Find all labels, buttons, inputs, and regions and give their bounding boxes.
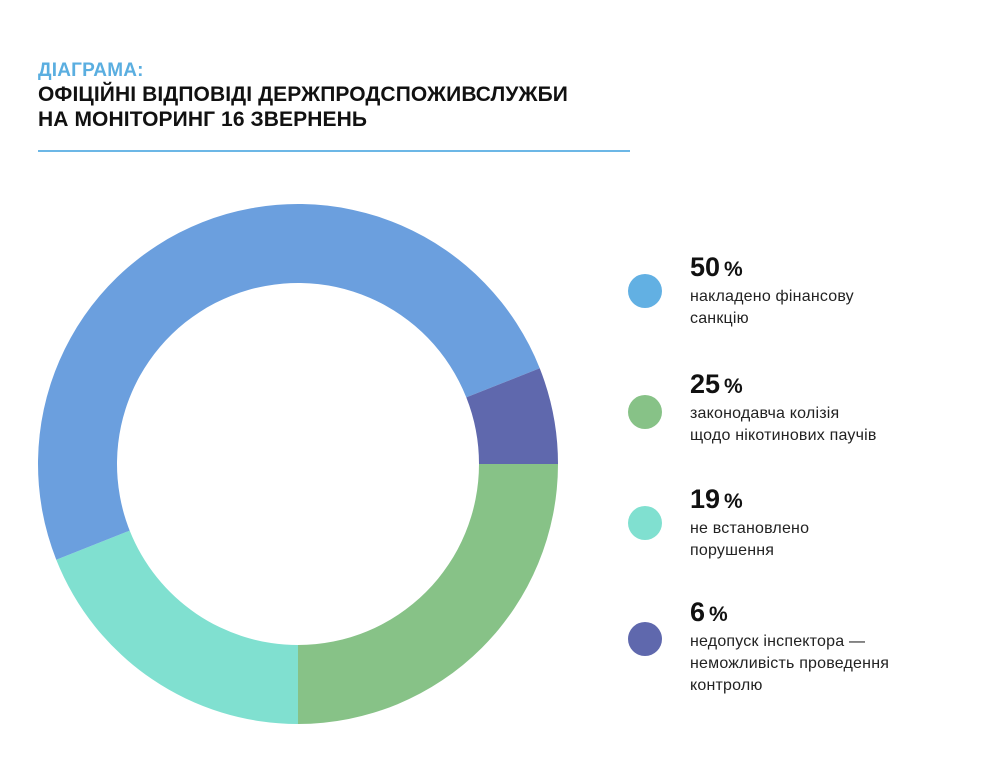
legend-label-line-2: санкцію — [690, 310, 749, 327]
header-divider — [38, 150, 630, 152]
donut-slice-2 — [298, 464, 558, 724]
legend-swatch — [628, 395, 662, 429]
chart-header: ДІАГРАМА: ОФІЦІЙНІ ВІДПОВІДІ ДЕРЖПРОДСПО… — [38, 60, 630, 132]
legend-value: 19% — [690, 484, 980, 517]
legend-value-percent-sign: % — [709, 603, 728, 626]
legend-label-line-2: щодо нікотинових паучів — [690, 427, 877, 444]
legend-value-number: 6 — [690, 597, 706, 627]
legend-value: 25% — [690, 369, 980, 402]
chart-kicker: ДІАГРАМА: — [38, 60, 144, 81]
legend-label-line-1: не встановлено — [690, 520, 810, 537]
donut-slice-4 — [466, 368, 558, 464]
legend-swatch — [628, 506, 662, 540]
legend-value-number: 19 — [690, 484, 721, 514]
legend-text: 25% законодавча колізія щодо нікотинових п… — [690, 369, 980, 446]
legend-text: 50% накладено фінансову санкцію — [690, 252, 980, 329]
legend-text: 6% недопуск інспектора — неможливість пров… — [690, 597, 980, 696]
legend-label-line-2: порушення — [690, 542, 775, 559]
legend-value: 50% — [690, 252, 980, 285]
legend-value-number: 25 — [690, 369, 721, 399]
legend-label-line-1: недопуск інспектора — — [690, 633, 866, 650]
legend-swatch — [628, 274, 662, 308]
legend-value-percent-sign: % — [724, 375, 743, 398]
donut-slice-1 — [37, 204, 540, 560]
donut-chart — [37, 204, 558, 724]
legend-value: 6% — [690, 597, 980, 630]
legend-label-line-1: накладено фінансову — [690, 288, 854, 305]
chart-title-line-2: НА МОНІТОРИНГ 16 ЗВЕРНЕНЬ — [38, 108, 368, 131]
chart-title-line-1: ОФІЦІЙНІ ВІДПОВІДІ ДЕРЖПРОДСПОЖИВСЛУЖБИ — [38, 83, 568, 106]
legend-text: 19% не встановлено порушення — [690, 484, 980, 561]
legend-value-percent-sign: % — [724, 490, 743, 513]
legend-swatch — [628, 622, 662, 656]
donut-slice-3 — [56, 530, 298, 724]
legend-value-number: 50 — [690, 252, 721, 282]
legend-label-line-3: контролю — [690, 677, 763, 694]
legend-label-line-1: законодавча колізія — [690, 405, 840, 422]
legend-label-line-2: неможливість проведення — [690, 655, 890, 672]
legend-value-percent-sign: % — [724, 258, 743, 281]
